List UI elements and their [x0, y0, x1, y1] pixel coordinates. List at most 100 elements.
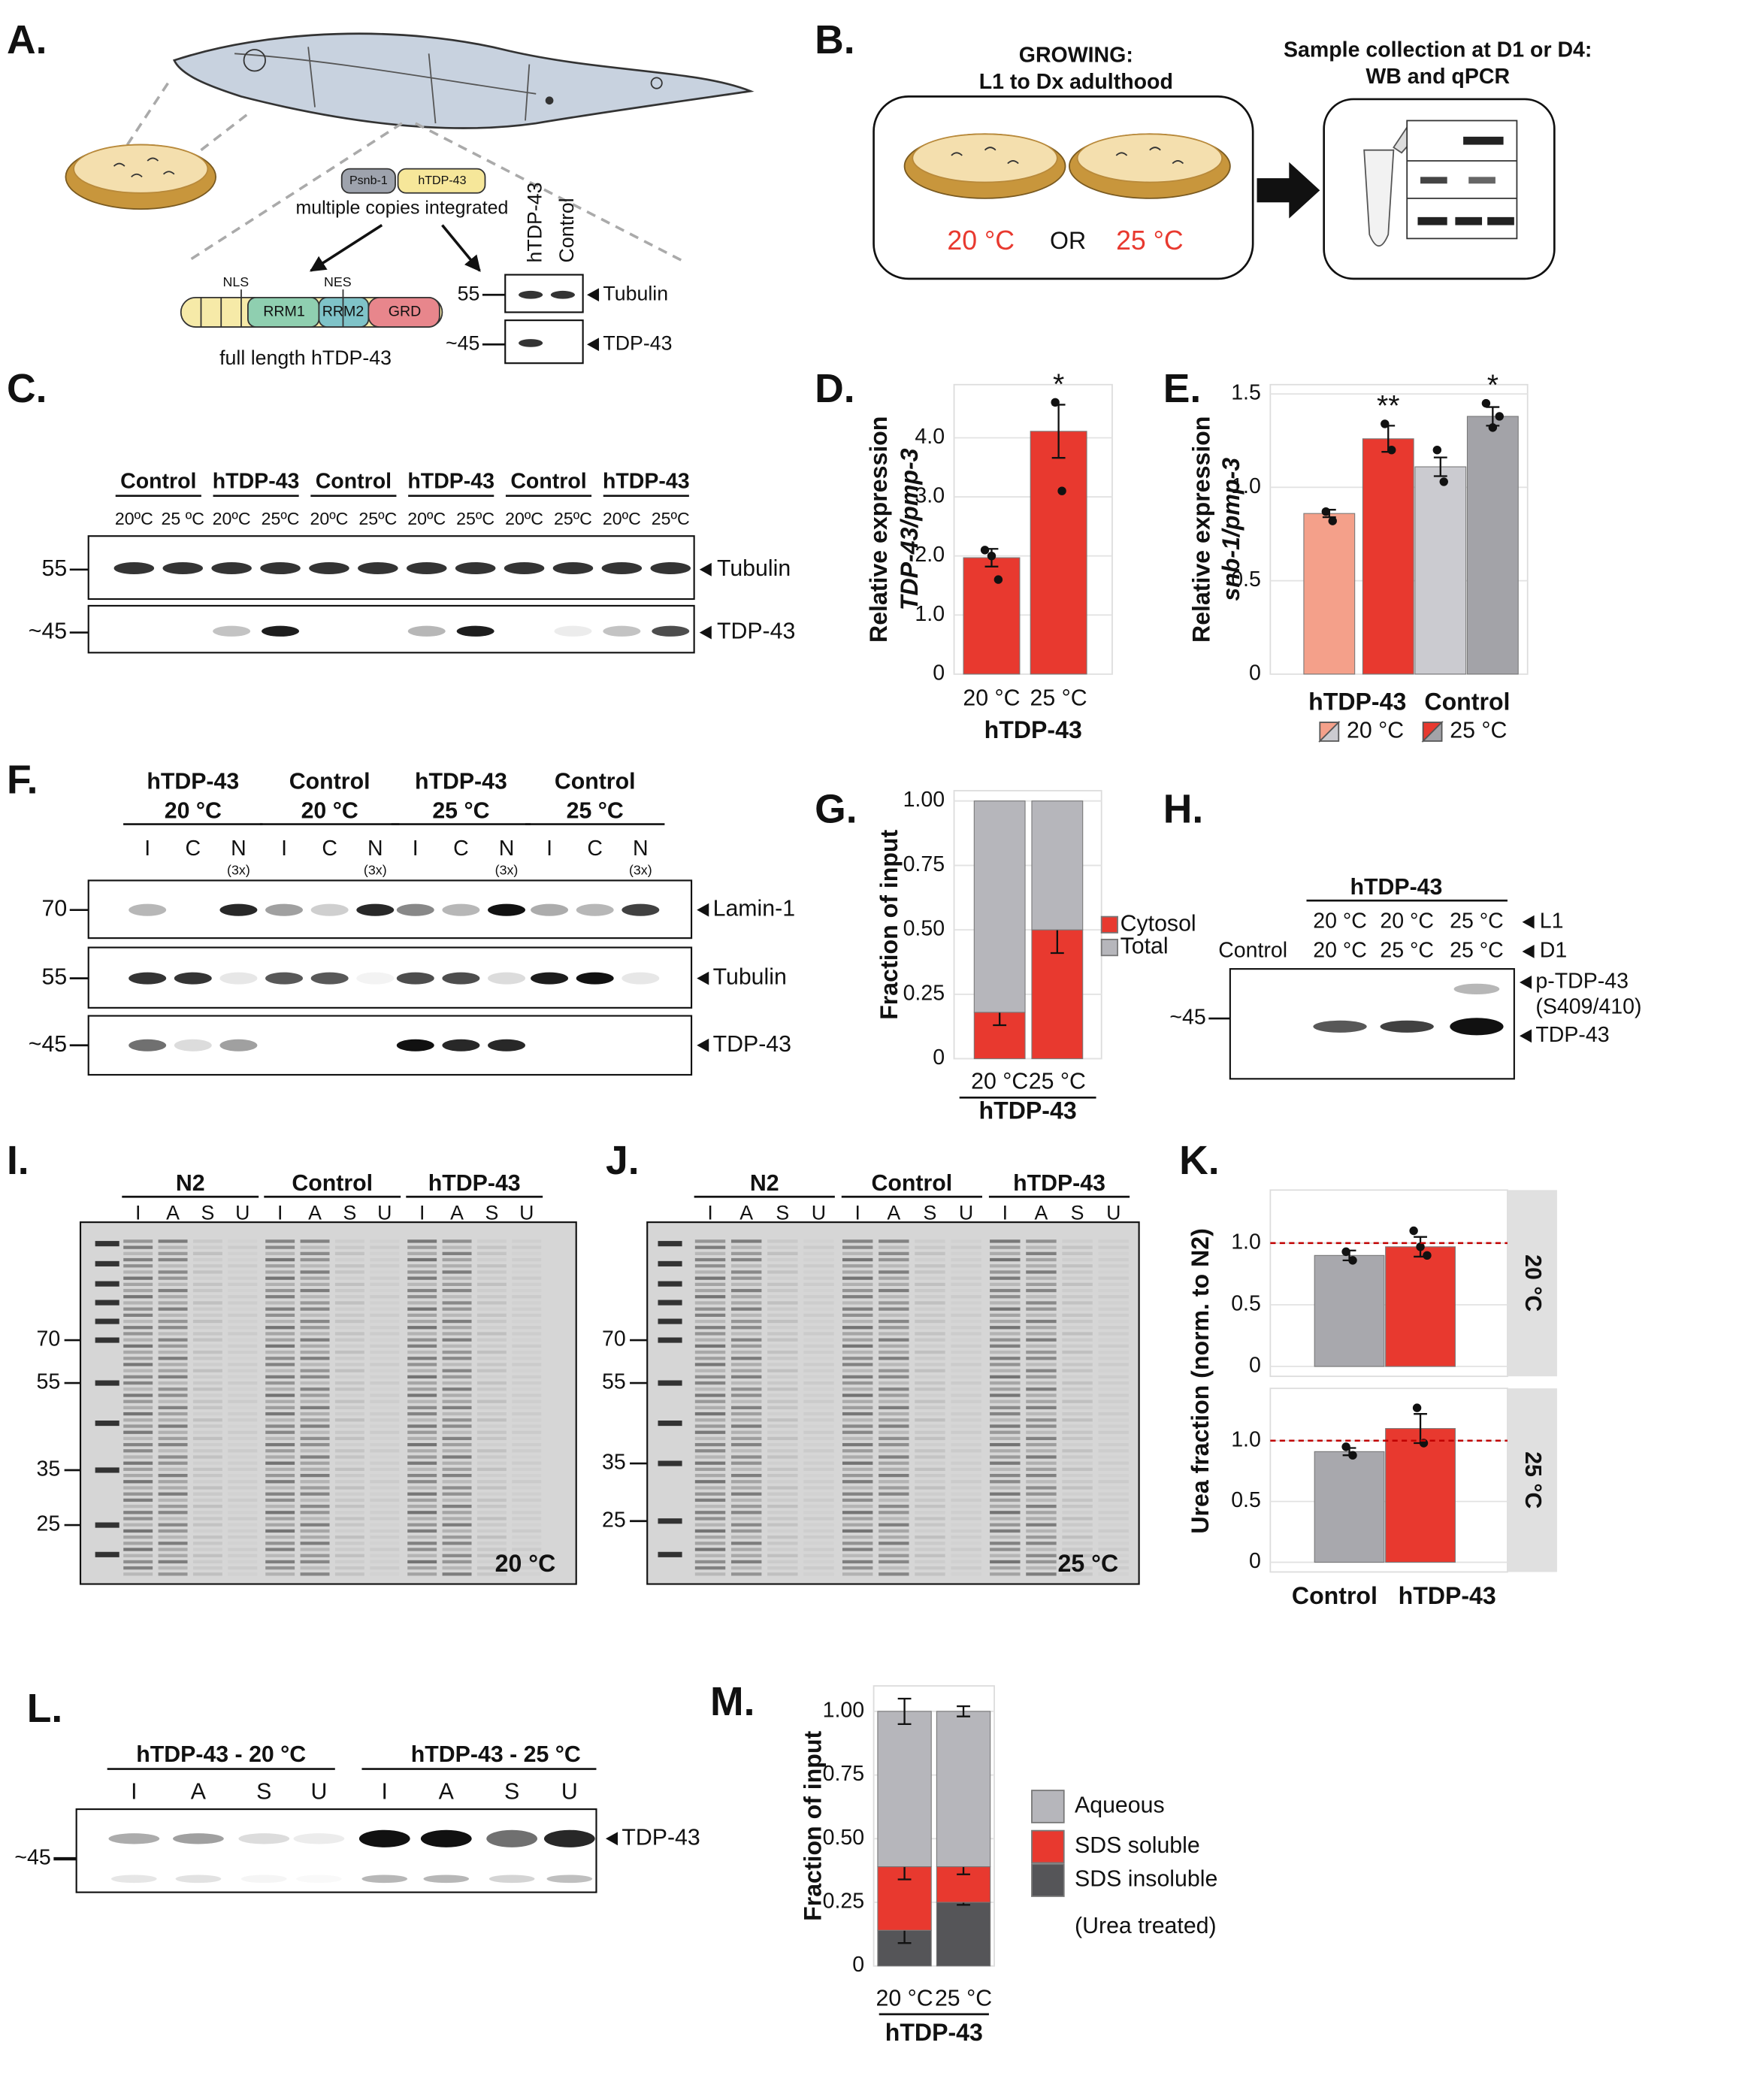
gel-band — [228, 1486, 258, 1490]
blot — [87, 604, 695, 654]
bar — [877, 1711, 932, 1868]
gel-band — [1098, 1517, 1129, 1521]
gel-band — [407, 1264, 437, 1268]
gel-band — [192, 1307, 222, 1311]
gel-band — [1026, 1393, 1057, 1397]
gel-band — [990, 1282, 1021, 1286]
gel-band — [512, 1449, 542, 1453]
axis-title: Relative expression — [1188, 416, 1215, 643]
lane-label: 25 ºC — [162, 509, 204, 528]
gel-band — [1098, 1393, 1129, 1397]
gel-band — [370, 1239, 399, 1242]
gel-band — [803, 1239, 833, 1242]
gel-band — [335, 1462, 364, 1465]
gel-band — [123, 1492, 153, 1496]
gel-band — [730, 1412, 762, 1416]
decoration — [340, 168, 396, 194]
gel-band — [879, 1399, 909, 1403]
gel-band — [1062, 1288, 1093, 1293]
gel-band — [192, 1535, 222, 1539]
gel-band — [951, 1430, 981, 1434]
legend-label: Cytosol — [1121, 911, 1196, 936]
gel-band — [370, 1493, 399, 1496]
gel-band — [228, 1332, 258, 1336]
label: 25 °C — [567, 799, 624, 824]
gel-band — [694, 1529, 726, 1533]
gel-band — [990, 1257, 1021, 1262]
data-point — [1488, 423, 1498, 432]
gel-band — [265, 1517, 295, 1521]
gel-band — [803, 1344, 834, 1348]
x-tick-label: Control — [1424, 688, 1510, 716]
label: 20 °C — [495, 1550, 556, 1577]
gel-band — [335, 1511, 364, 1514]
gel-band — [265, 1399, 295, 1403]
gel-band — [951, 1245, 981, 1249]
gel-band — [879, 1498, 909, 1502]
gel-band — [915, 1258, 945, 1261]
gel-band — [1026, 1295, 1057, 1299]
lane-label: A — [450, 1201, 464, 1224]
gel-band — [407, 1542, 437, 1545]
gel-band — [694, 1357, 726, 1360]
label: WB and qPCR — [1365, 65, 1510, 89]
gel-band — [442, 1369, 472, 1372]
gel-band — [1062, 1424, 1092, 1427]
gel-band — [334, 1264, 364, 1268]
gel-band — [842, 1313, 873, 1318]
gel-band — [265, 1554, 295, 1557]
gel-band — [1062, 1430, 1093, 1434]
gel-band — [842, 1418, 873, 1422]
gel-band — [1026, 1282, 1057, 1286]
gel-band — [158, 1319, 188, 1324]
gel-band — [730, 1523, 762, 1527]
gel-band — [370, 1443, 399, 1446]
axis-title: hTDP-43 — [984, 716, 1082, 743]
lane-label: I — [546, 837, 552, 861]
gel-band — [265, 1418, 295, 1422]
marker: 55 — [458, 282, 480, 304]
label: (3x) — [227, 863, 250, 878]
gel-band — [694, 1295, 726, 1299]
gel-band — [951, 1339, 981, 1342]
gel-band — [879, 1357, 909, 1360]
gel-band — [265, 1338, 295, 1342]
gel-band — [730, 1344, 762, 1348]
gel-band — [228, 1381, 258, 1385]
gel-band — [123, 1326, 153, 1330]
lane-label: C — [185, 837, 201, 861]
gel-band — [265, 1387, 295, 1391]
gel-band — [1062, 1504, 1093, 1508]
gel-band — [1026, 1332, 1057, 1336]
gel-band — [879, 1455, 909, 1459]
gel-band — [842, 1357, 873, 1360]
gel-band — [158, 1554, 188, 1557]
bar — [1466, 416, 1519, 675]
label: Control — [316, 469, 392, 493]
gel-band — [730, 1338, 762, 1342]
gel-band — [730, 1560, 762, 1564]
marker: 55 — [41, 965, 67, 990]
gel-band — [803, 1301, 834, 1305]
gel-band — [951, 1350, 981, 1354]
band — [310, 972, 349, 985]
gel-band — [915, 1332, 945, 1336]
band-label: TDP-43 — [717, 619, 795, 644]
bar — [1314, 1451, 1385, 1563]
gel-band — [300, 1369, 330, 1372]
gel-band — [228, 1511, 257, 1514]
bar — [973, 800, 1026, 1013]
band — [442, 972, 480, 985]
gel-band — [407, 1535, 437, 1539]
gel-band — [694, 1406, 726, 1410]
gel-band — [228, 1505, 257, 1508]
gel-band — [442, 1344, 472, 1348]
gel-band — [158, 1344, 188, 1348]
legend-swatch — [1421, 720, 1443, 742]
band — [213, 625, 251, 637]
gel-band — [842, 1338, 873, 1342]
gel-band — [803, 1369, 833, 1372]
gel-band — [915, 1282, 945, 1286]
gel-band — [990, 1251, 1021, 1255]
decoration — [113, 157, 175, 178]
